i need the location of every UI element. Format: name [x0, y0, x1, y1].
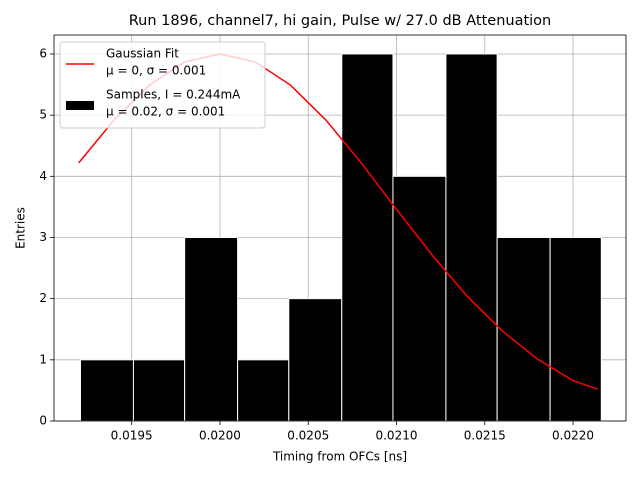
y-axis-label: Entries [14, 207, 28, 249]
histogram-bar [549, 236, 602, 422]
y-tick-label: 6 [39, 46, 47, 60]
histogram-bar [496, 236, 551, 422]
chart-title: Run 1896, channel7, hi gain, Pulse w/ 27… [129, 13, 552, 29]
legend: Gaussian Fit μ = 0, σ = 0.001 Samples, I =… [59, 41, 266, 129]
y-tick-label: 4 [39, 169, 47, 183]
x-tick-label: 0.0200 [199, 429, 241, 443]
histogram-bar [288, 298, 343, 422]
x-tick-label: 0.0210 [375, 429, 417, 443]
legend-label: μ = 0.02, σ = 0.001 [106, 105, 225, 119]
x-axis-label: Timing from OFCs [ns] [272, 450, 407, 464]
legend-swatch [66, 101, 94, 110]
y-tick-label: 2 [39, 291, 47, 305]
histogram-bar [445, 53, 498, 422]
histogram-bar [392, 175, 447, 422]
legend-label: Gaussian Fit [106, 47, 179, 61]
x-tick-label: 0.0220 [552, 429, 594, 443]
axes-frame [53, 34, 627, 422]
y-tick-label: 5 [39, 108, 47, 122]
x-tick-label: 0.0205 [287, 429, 329, 443]
x-tick-label: 0.0195 [111, 429, 153, 443]
histogram-bar [184, 236, 239, 422]
legend-label: Samples, I = 0.244mA [106, 88, 241, 102]
y-tick-label: 1 [39, 352, 47, 366]
y-tick-label: 3 [39, 230, 47, 244]
histogram-bar [237, 359, 290, 422]
histogram-bar [79, 359, 134, 422]
legend-label: μ = 0, σ = 0.001 [106, 64, 206, 78]
legend-box [59, 41, 266, 129]
histogram-bar [341, 53, 394, 422]
histogram-bar [132, 359, 186, 422]
x-tick-label: 0.0215 [464, 429, 506, 443]
y-tick-label: 0 [39, 414, 47, 428]
